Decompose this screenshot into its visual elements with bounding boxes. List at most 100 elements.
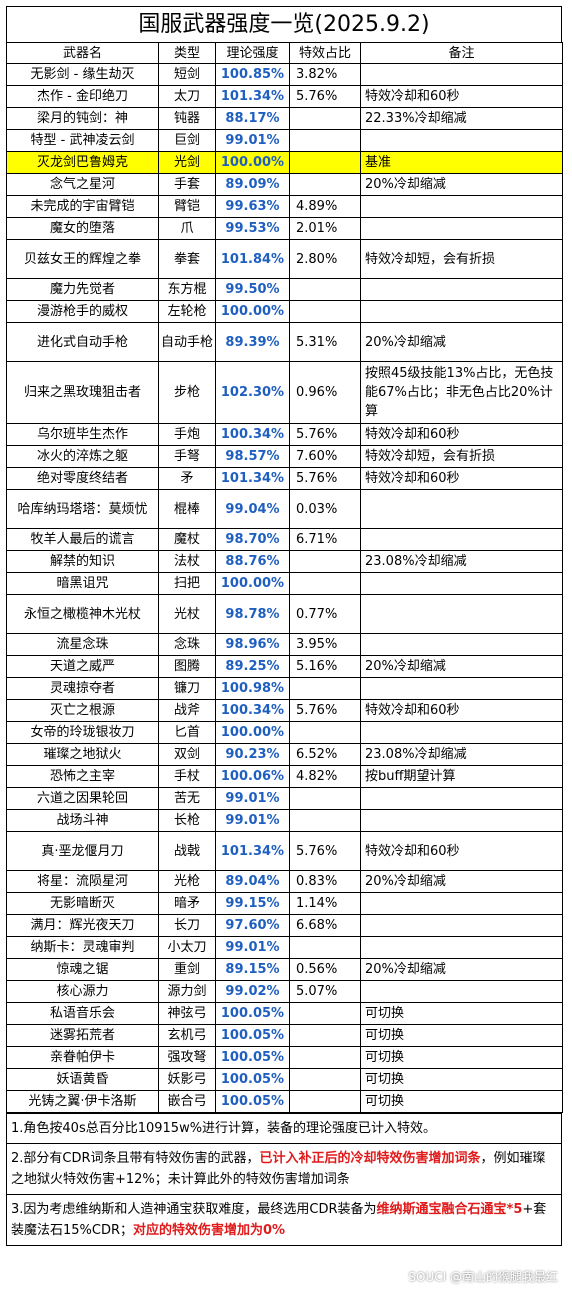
table-row: 漫游枪手的威权 左轮枪 100.00% bbox=[6, 300, 563, 323]
strength-cell: 99.01% bbox=[215, 936, 290, 959]
strength-cell: 100.00% bbox=[215, 721, 290, 744]
weapon-name-cell: 灭龙剑巴鲁姆克 bbox=[6, 151, 159, 174]
remark-cell: 可切换 bbox=[360, 1090, 563, 1113]
remark-cell: 20%冷却缩减 bbox=[360, 655, 563, 678]
strength-cell: 98.78% bbox=[215, 594, 290, 634]
weapon-type-cell: 魔杖 bbox=[158, 528, 216, 551]
weapon-name-cell: 冰火的淬炼之躯 bbox=[6, 445, 159, 468]
remark-cell: 基准 bbox=[360, 151, 563, 174]
table-row: 无影剑 - 缘生劫灭 短剑 100.85% 3.82% bbox=[6, 63, 563, 86]
table-row: 灭亡之根源 战斧 100.34% 5.76% 特效冷却和60秒 bbox=[6, 699, 563, 722]
weapon-type-cell: 长枪 bbox=[158, 809, 216, 832]
table-row: 私语音乐会 神弦弓 100.05% 可切换 bbox=[6, 1002, 563, 1025]
strength-cell: 100.05% bbox=[215, 1068, 290, 1091]
table-row: 亲眷帕伊卡 强攻弩 100.05% 可切换 bbox=[6, 1046, 563, 1069]
header-weapon-name: 武器名 bbox=[6, 42, 159, 64]
remark-cell bbox=[360, 278, 563, 301]
weapon-type-cell: 钝器 bbox=[158, 107, 216, 130]
weapon-table: 武器名 类型 理论强度 特效占比 备注 无影剑 - 缘生劫灭 短剑 100.85% 3… bbox=[6, 42, 563, 1113]
table-row: 女帝的玲珑银妆刀 匕首 100.00% bbox=[6, 721, 563, 744]
table-row: 将星：流陨星河 光枪 89.04% 0.83% 20%冷却缩减 bbox=[6, 870, 563, 893]
weapon-type-cell: 手套 bbox=[158, 173, 216, 196]
weapon-name-cell: 魔力先觉者 bbox=[6, 278, 159, 301]
weapon-type-cell: 手弩 bbox=[158, 445, 216, 468]
footnote-2-highlight: 已计入补正后的冷却特效伤害增加词条 bbox=[259, 1151, 481, 1166]
effect-ratio-cell: 5.76% bbox=[289, 467, 361, 490]
table-row: 进化式自动手枪 自动手枪 89.39% 5.31% 20%冷却缩减 bbox=[6, 322, 563, 362]
table-row: 真·垩龙偃月刀 战戟 101.34% 5.76% 特效冷却和60秒 bbox=[6, 831, 563, 871]
strength-cell: 100.00% bbox=[215, 300, 290, 323]
strength-cell: 100.05% bbox=[215, 1046, 290, 1069]
effect-ratio-cell: 5.76% bbox=[289, 831, 361, 871]
remark-cell: 可切换 bbox=[360, 1002, 563, 1025]
strength-cell: 99.04% bbox=[215, 489, 290, 529]
strength-cell: 98.96% bbox=[215, 633, 290, 656]
strength-cell: 89.25% bbox=[215, 655, 290, 678]
remark-cell bbox=[360, 809, 563, 832]
weapon-name-cell: 念气之星河 bbox=[6, 173, 159, 196]
weapon-type-cell: 源力剑 bbox=[158, 980, 216, 1003]
strength-cell: 100.00% bbox=[215, 572, 290, 595]
weapon-type-cell: 光剑 bbox=[158, 151, 216, 174]
footnote-3: 3.因为考虑维纳斯和人造神通宝获取难度，最终选用CDR装备为维纳斯通宝融合石通宝… bbox=[7, 1194, 561, 1245]
strength-cell: 100.05% bbox=[215, 1002, 290, 1025]
remark-cell: 特效冷却和60秒 bbox=[360, 699, 563, 722]
weapon-type-cell: 重剑 bbox=[158, 958, 216, 981]
table-row: 绝对零度终结者矛 101.34% 5.76% 特效冷却和60秒 bbox=[6, 467, 563, 490]
weapon-type-cell: 玄机弓 bbox=[158, 1024, 216, 1047]
remark-cell bbox=[360, 195, 563, 218]
strength-cell: 99.53% bbox=[215, 217, 290, 240]
remark-cell: 20%冷却缩减 bbox=[360, 958, 563, 981]
weapon-type-cell: 棍棒 bbox=[158, 489, 216, 529]
strength-cell: 100.34% bbox=[215, 423, 290, 446]
weapon-type-cell: 太刀 bbox=[158, 85, 216, 108]
effect-ratio-cell bbox=[289, 151, 361, 174]
table-header-row: 武器名 类型 理论强度 特效占比 备注 bbox=[6, 42, 563, 64]
strength-cell: 99.01% bbox=[215, 129, 290, 152]
effect-ratio-cell: 6.71% bbox=[289, 528, 361, 551]
effect-ratio-cell: 2.80% bbox=[289, 239, 361, 279]
table-row: 未完成的宇宙臂铠 臂铠 99.63% 4.89% bbox=[6, 195, 563, 218]
remark-cell bbox=[360, 914, 563, 937]
weapon-name-cell: 满月：辉光夜天刀 bbox=[6, 914, 159, 937]
table-row: 惊魂之锯 重剑 89.15% 0.56% 20%冷却缩减 bbox=[6, 958, 563, 981]
effect-ratio-cell: 5.76% bbox=[289, 423, 361, 446]
remark-cell bbox=[360, 572, 563, 595]
weapon-type-cell: 苦无 bbox=[158, 787, 216, 810]
table-row: 核心源力 源力剑 99.02% 5.07% bbox=[6, 980, 563, 1003]
remark-cell: 特效冷却和60秒 bbox=[360, 423, 563, 446]
weapon-name-cell: 天道之威严 bbox=[6, 655, 159, 678]
table-row: 妖语黄昏 妖影弓 100.05% 可切换 bbox=[6, 1068, 563, 1091]
weapon-name-cell: 特型 - 武神凌云剑 bbox=[6, 129, 159, 152]
effect-ratio-cell bbox=[289, 677, 361, 700]
effect-ratio-cell bbox=[289, 550, 361, 573]
remark-cell: 按照45级技能13%占比，无色技能67%占比；非无色占比20%计算 bbox=[360, 361, 563, 424]
weapon-type-cell: 图腾 bbox=[158, 655, 216, 678]
strength-cell: 90.23% bbox=[215, 743, 290, 766]
strength-cell: 101.84% bbox=[215, 239, 290, 279]
weapon-type-cell: 东方棍 bbox=[158, 278, 216, 301]
effect-ratio-cell: 6.52% bbox=[289, 743, 361, 766]
effect-ratio-cell bbox=[289, 1090, 361, 1113]
remark-cell: 23.08%冷却缩减 bbox=[360, 743, 563, 766]
remark-cell bbox=[360, 787, 563, 810]
strength-cell: 99.63% bbox=[215, 195, 290, 218]
effect-ratio-cell: 5.31% bbox=[289, 322, 361, 362]
strength-cell: 100.34% bbox=[215, 699, 290, 722]
weapon-name-cell: 无影暗断灭 bbox=[6, 892, 159, 915]
weapon-name-cell: 真·垩龙偃月刀 bbox=[6, 831, 159, 871]
weapon-type-cell: 巨剑 bbox=[158, 129, 216, 152]
effect-ratio-cell bbox=[289, 129, 361, 152]
strength-cell: 99.15% bbox=[215, 892, 290, 915]
table-row: 牧羊人最后的谎言 魔杖 98.70% 6.71% bbox=[6, 528, 563, 551]
header-remarks: 备注 bbox=[360, 42, 563, 64]
weapon-type-cell: 双剑 bbox=[158, 743, 216, 766]
weapon-name-cell: 进化式自动手枪 bbox=[6, 322, 159, 362]
weapon-name-cell: 妖语黄昏 bbox=[6, 1068, 159, 1091]
remark-cell: 20%冷却缩减 bbox=[360, 173, 563, 196]
effect-ratio-cell: 0.83% bbox=[289, 870, 361, 893]
weapon-type-cell: 拳套 bbox=[158, 239, 216, 279]
weapon-name-cell: 绝对零度终结者 bbox=[6, 467, 159, 490]
weapon-type-cell: 暗矛 bbox=[158, 892, 216, 915]
strength-cell: 101.34% bbox=[215, 467, 290, 490]
